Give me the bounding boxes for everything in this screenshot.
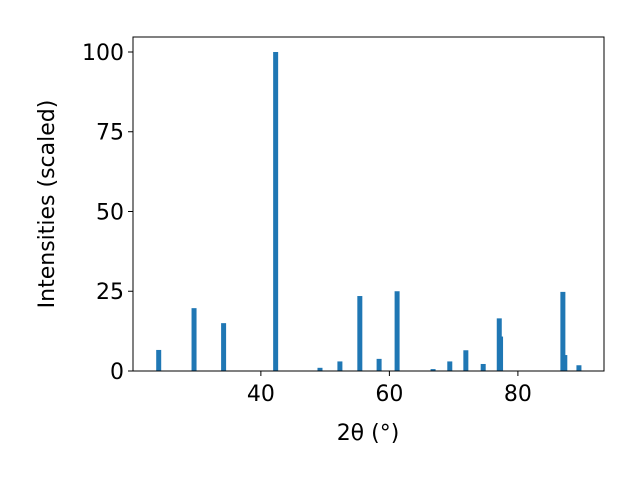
bar (394, 291, 400, 371)
bar (357, 296, 363, 371)
y-tick-label: 0 (110, 360, 124, 385)
bar (156, 349, 162, 371)
bar (430, 369, 436, 371)
bar (576, 365, 582, 371)
bar (317, 367, 323, 371)
bar (463, 350, 469, 371)
bar (191, 308, 197, 371)
x-tick-label: 60 (375, 382, 403, 407)
y-tick-label: 50 (96, 200, 124, 225)
bar (498, 336, 504, 371)
bar (273, 51, 279, 371)
bar (221, 323, 227, 371)
bar (560, 291, 566, 371)
y-tick-label: 25 (96, 280, 124, 305)
y-axis-label: Intensities (scaled) (35, 100, 60, 309)
y-tick-label: 100 (82, 41, 124, 66)
bar (480, 363, 486, 371)
bar (447, 361, 453, 371)
bar (562, 355, 568, 371)
x-tick-label: 40 (247, 382, 275, 407)
x-axis-label: 2θ (°) (337, 421, 400, 446)
plot-frame (132, 36, 605, 372)
x-tick-label: 80 (504, 382, 532, 407)
bar (376, 358, 382, 371)
bar (337, 361, 343, 371)
y-tick-label: 75 (96, 121, 124, 146)
